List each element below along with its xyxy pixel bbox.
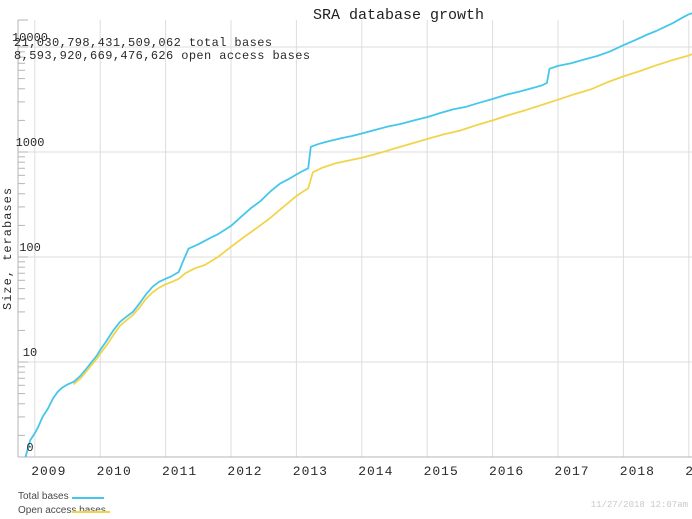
x-tick-label-2017: 2017 bbox=[554, 464, 590, 479]
x-tick-label-2014: 2014 bbox=[358, 464, 394, 479]
series-line-open-access-bases bbox=[73, 53, 692, 385]
annotation-open-access-bases: 8,593,920,669,476,626 open access bases bbox=[14, 49, 311, 63]
x-tick-label-2016: 2016 bbox=[488, 464, 525, 479]
legend-line-sample-open-access-bases bbox=[72, 511, 110, 513]
x-tick-label-2012: 2012 bbox=[227, 464, 263, 479]
timestamp: 11/27/2018 12:07am bbox=[590, 500, 688, 510]
y-tick-label-10: 10 bbox=[22, 346, 38, 360]
y-tick-label-0: 0 bbox=[26, 441, 34, 455]
x-tick-label-2018: 2018 bbox=[619, 464, 655, 479]
legend-label-open-access-bases: Open access bases bbox=[18, 505, 106, 516]
chart-title: SRA database growth bbox=[313, 7, 485, 24]
x-tick-label-2013: 2013 bbox=[292, 464, 328, 479]
y-axis-title: Size, terabases bbox=[1, 186, 15, 310]
legend-label-total-bases: Total bases bbox=[18, 491, 69, 502]
y-tick-label-1000: 1000 bbox=[15, 136, 45, 150]
x-tick-label-2009: 2009 bbox=[31, 464, 67, 479]
y-tick-label-10000: 10000 bbox=[11, 31, 48, 45]
series-line-total-bases bbox=[24, 12, 692, 457]
annotation-total-bases: 21,030,798,431,509,062 total bases bbox=[14, 36, 273, 50]
x-tick-label-2019: 2019 bbox=[685, 464, 692, 479]
y-tick-label-100: 100 bbox=[19, 241, 41, 255]
x-tick-label-2010: 2010 bbox=[96, 464, 132, 479]
legend-line-sample-total-bases bbox=[72, 497, 104, 499]
x-tick-label-2011: 2011 bbox=[161, 464, 198, 479]
x-tick-label-2015: 2015 bbox=[423, 464, 459, 479]
